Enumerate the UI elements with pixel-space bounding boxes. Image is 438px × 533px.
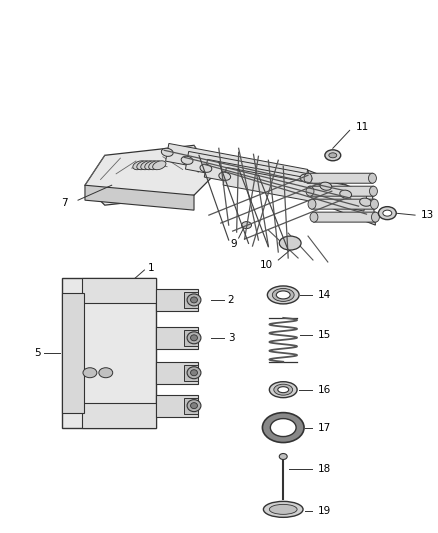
Ellipse shape <box>270 418 296 437</box>
Ellipse shape <box>279 236 301 250</box>
Ellipse shape <box>191 370 198 376</box>
Ellipse shape <box>329 153 337 158</box>
Ellipse shape <box>83 368 97 378</box>
Ellipse shape <box>191 297 198 303</box>
Ellipse shape <box>306 186 314 196</box>
Polygon shape <box>85 185 194 210</box>
Ellipse shape <box>153 161 166 169</box>
Ellipse shape <box>308 199 316 209</box>
Text: 15: 15 <box>318 330 331 340</box>
Polygon shape <box>85 146 214 205</box>
Ellipse shape <box>262 413 304 442</box>
Text: 1: 1 <box>148 263 154 273</box>
Ellipse shape <box>340 190 352 198</box>
Text: 13: 13 <box>421 210 434 220</box>
Ellipse shape <box>148 161 162 169</box>
Ellipse shape <box>161 148 173 156</box>
Polygon shape <box>204 159 347 203</box>
Ellipse shape <box>187 367 201 379</box>
Ellipse shape <box>141 161 154 169</box>
FancyBboxPatch shape <box>307 173 374 183</box>
Ellipse shape <box>200 164 212 172</box>
Ellipse shape <box>269 504 297 514</box>
Ellipse shape <box>276 291 290 299</box>
Ellipse shape <box>320 182 332 190</box>
Ellipse shape <box>378 207 396 220</box>
Text: 7: 7 <box>61 198 68 208</box>
FancyBboxPatch shape <box>62 278 156 427</box>
Ellipse shape <box>310 212 318 222</box>
Polygon shape <box>223 167 367 211</box>
Polygon shape <box>166 143 307 187</box>
Polygon shape <box>308 170 375 225</box>
Ellipse shape <box>187 400 201 411</box>
Ellipse shape <box>187 332 201 344</box>
Text: 4: 4 <box>126 393 132 402</box>
Ellipse shape <box>191 335 198 341</box>
Text: 19: 19 <box>318 506 331 516</box>
Ellipse shape <box>242 222 251 229</box>
Ellipse shape <box>191 402 198 409</box>
Ellipse shape <box>99 368 113 378</box>
Text: 11: 11 <box>356 123 369 132</box>
Text: 10: 10 <box>260 260 273 270</box>
FancyBboxPatch shape <box>309 186 374 196</box>
Ellipse shape <box>263 502 303 518</box>
Ellipse shape <box>279 454 287 459</box>
Ellipse shape <box>304 173 312 183</box>
Ellipse shape <box>278 386 289 393</box>
Text: 2: 2 <box>228 295 234 305</box>
Ellipse shape <box>269 382 297 398</box>
Polygon shape <box>185 151 328 195</box>
Ellipse shape <box>272 288 294 301</box>
FancyBboxPatch shape <box>62 293 84 413</box>
FancyBboxPatch shape <box>156 394 198 417</box>
FancyBboxPatch shape <box>82 402 156 427</box>
Ellipse shape <box>300 174 312 182</box>
Ellipse shape <box>383 210 392 216</box>
Ellipse shape <box>325 150 341 161</box>
FancyBboxPatch shape <box>184 398 198 414</box>
Ellipse shape <box>371 199 378 209</box>
Text: 5: 5 <box>34 348 40 358</box>
Text: 3: 3 <box>228 333 234 343</box>
FancyBboxPatch shape <box>184 330 198 346</box>
Ellipse shape <box>267 286 299 304</box>
Text: 16: 16 <box>318 385 331 394</box>
Ellipse shape <box>370 186 378 196</box>
Ellipse shape <box>274 384 293 395</box>
Ellipse shape <box>371 212 379 222</box>
FancyBboxPatch shape <box>184 365 198 381</box>
Text: 9: 9 <box>230 239 237 249</box>
FancyBboxPatch shape <box>156 362 198 384</box>
FancyBboxPatch shape <box>313 212 376 222</box>
Ellipse shape <box>145 161 158 169</box>
FancyBboxPatch shape <box>82 278 156 303</box>
Ellipse shape <box>219 172 231 180</box>
Ellipse shape <box>368 173 376 183</box>
Ellipse shape <box>187 294 201 306</box>
Text: 18: 18 <box>318 464 331 474</box>
FancyBboxPatch shape <box>156 289 198 311</box>
Ellipse shape <box>137 161 150 169</box>
FancyBboxPatch shape <box>311 199 375 209</box>
FancyBboxPatch shape <box>184 292 198 308</box>
Ellipse shape <box>181 156 193 164</box>
Ellipse shape <box>133 161 146 169</box>
FancyBboxPatch shape <box>156 327 198 349</box>
Text: 14: 14 <box>318 290 331 300</box>
Text: 17: 17 <box>318 423 331 433</box>
Ellipse shape <box>360 198 371 206</box>
